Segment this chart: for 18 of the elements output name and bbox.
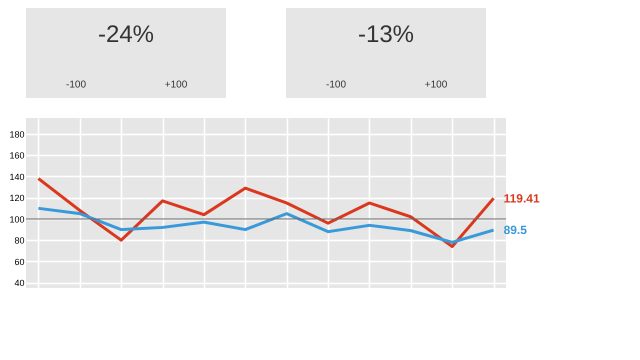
text: -100 [326,80,346,90]
y-tick-label: 60 [14,256,24,267]
y-tick-label: 100 [9,214,24,224]
text: +100 [424,80,448,90]
text: -13% [358,21,414,48]
text: -100 [66,80,86,90]
data-label: 89.5 [504,223,528,238]
y-tick-label: 140 [9,172,24,182]
text: -24% [98,21,154,48]
text: +100 [164,80,188,90]
y-tick-label: 80 [14,236,24,246]
line-series [36,177,496,248]
data-label: 119.41 [504,191,540,206]
line-series [36,206,496,244]
y-tick-label: 160 [9,150,24,161]
y-tick-label: 120 [9,193,24,204]
y-tick-label: 180 [9,129,24,140]
y-tick-label: 40 [14,278,24,288]
